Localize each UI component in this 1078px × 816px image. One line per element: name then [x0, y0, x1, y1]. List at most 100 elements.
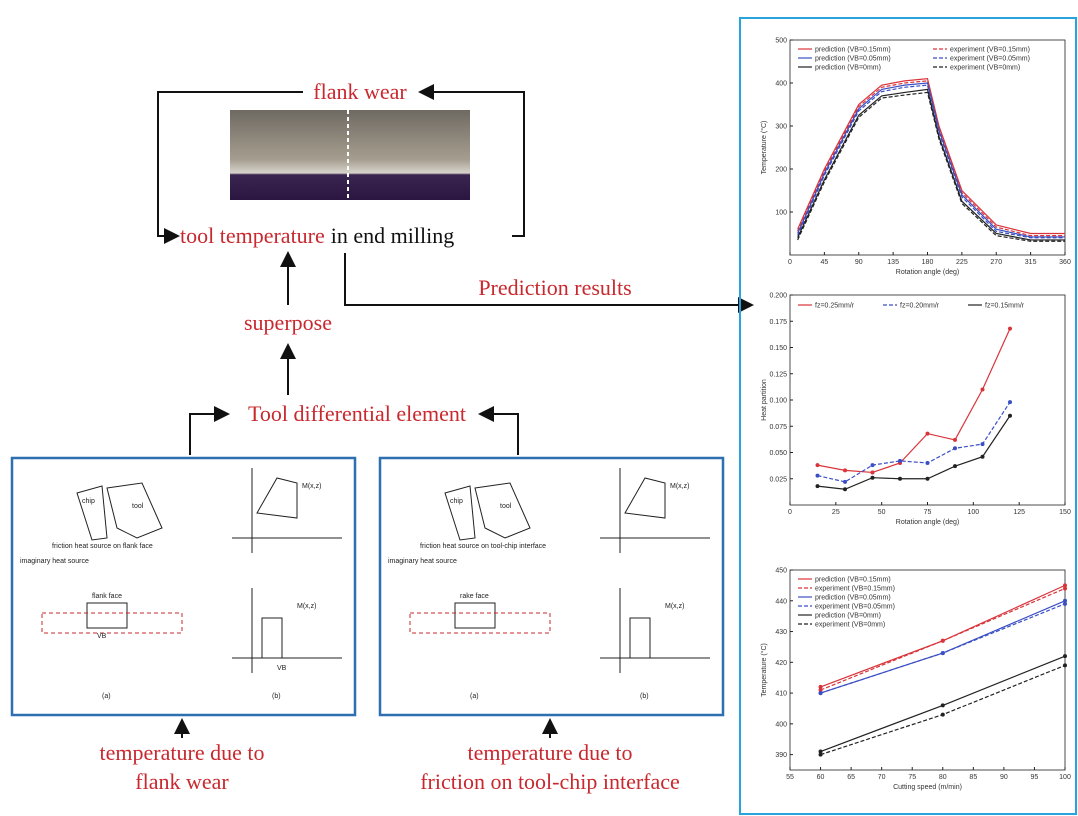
x-tick-label: 0 [788, 259, 792, 266]
panel-label: imaginary heat source [20, 558, 89, 565]
series-line [797, 91, 1065, 242]
y-tick-label: 0.125 [769, 371, 787, 378]
y-tick-label: 500 [775, 38, 787, 45]
series-line [797, 84, 1065, 239]
data-point [898, 476, 902, 481]
panel-label: friction heat source on flank face [52, 543, 153, 550]
panel-label: VB [277, 665, 287, 672]
data-point [1008, 326, 1012, 331]
x-tick-label: 55 [786, 774, 794, 781]
x-axis-label: Rotation angle (deg) [896, 269, 959, 276]
panel-label: (b) [272, 693, 281, 700]
panel-label: VB [97, 633, 107, 640]
panel-label: M(x,z) [302, 483, 321, 490]
x-axis-label: Cutting speed (m/min) [893, 784, 962, 791]
data-point [925, 431, 930, 436]
data-point [815, 463, 820, 468]
x-tick-label: 135 [887, 259, 899, 266]
x-tick-label: 95 [1031, 774, 1039, 781]
legend-entry: experiment (VB=0.15mm) [815, 586, 895, 593]
panel-label: (a) [470, 693, 479, 700]
x-tick-label: 90 [1000, 774, 1008, 781]
data-point [818, 752, 823, 757]
data-point [1063, 583, 1067, 588]
data-point [953, 437, 957, 442]
chip-shape [444, 485, 476, 541]
data-point [843, 487, 847, 492]
data-point [940, 638, 945, 643]
x-axis-label: Rotation angle (deg) [896, 519, 959, 526]
tool-shape [624, 477, 666, 519]
data-point [1063, 654, 1067, 659]
series-line [820, 587, 1066, 691]
tool-temperature: tool temperature in end milling [180, 223, 454, 248]
arrow-left-panel [189, 406, 230, 455]
face-block [454, 602, 496, 629]
x-tick-label: 50 [878, 509, 886, 516]
plot-frame [789, 294, 1066, 506]
legend-entry: experiment (VB=0.05mm) [815, 604, 895, 611]
x-tick-label: 100 [1059, 774, 1071, 781]
x-tick-label: 75 [924, 509, 932, 516]
panel-label: tool [500, 503, 512, 510]
results-frame [739, 17, 1077, 815]
data-point [940, 651, 945, 656]
panel-label: (b) [640, 693, 649, 700]
x-tick-label: 45 [820, 259, 828, 266]
element [261, 617, 283, 659]
x-tick-label: 60 [817, 774, 825, 781]
data-point [1063, 601, 1067, 606]
data-point [870, 470, 875, 475]
prediction-results: Prediction results [478, 275, 631, 300]
panel-label: (a) [102, 693, 111, 700]
tool-shape [106, 482, 163, 539]
panel-label: M(x,z) [665, 603, 684, 610]
y-tick-label: 100 [775, 210, 787, 217]
legend-entry: prediction (VB=0.15mm) [815, 47, 891, 54]
series-line [817, 328, 1011, 474]
legend-entry: prediction (VB=0.05mm) [815, 56, 891, 63]
panel-label: imaginary heat source [388, 558, 457, 565]
data-point [1008, 400, 1012, 405]
panel-label: chip [82, 498, 95, 505]
data-point [953, 464, 957, 469]
panel-caption: flank wear [135, 769, 229, 794]
x-tick-label: 80 [939, 774, 947, 781]
y-tick-label: 420 [775, 660, 787, 667]
x-tick-label: 315 [1025, 259, 1037, 266]
chip-shape [76, 485, 108, 541]
data-point [818, 691, 823, 696]
y-tick-label: 0.050 [769, 450, 787, 457]
y-tick-label: 200 [775, 167, 787, 174]
heat-zone [409, 612, 551, 634]
panel-caption: temperature due to [100, 740, 265, 765]
data-point [1008, 413, 1012, 418]
x-tick-label: 360 [1059, 259, 1071, 266]
panel-label: rake face [460, 593, 489, 600]
x-tick-label: 0 [788, 509, 792, 516]
legend-entry: experiment (VB=0.15mm) [950, 47, 1030, 54]
x-tick-label: 90 [855, 259, 863, 266]
arrow-right-panel [478, 406, 519, 455]
y-tick-label: 0.100 [769, 398, 787, 405]
data-point [980, 442, 985, 447]
data-point [870, 463, 875, 468]
panel-label: tool [132, 503, 144, 510]
y-tick-label: 390 [775, 752, 787, 759]
y-axis-label: Temperature (°C) [760, 643, 768, 697]
data-point [843, 468, 847, 473]
y-tick-label: 400 [775, 81, 787, 88]
y-tick-label: 0.025 [769, 476, 787, 483]
series-line [817, 415, 1011, 490]
flank-wear: flank wear [313, 79, 407, 104]
panel-frame [378, 456, 725, 717]
series-line [797, 88, 1065, 241]
x-tick-label: 150 [1059, 509, 1071, 516]
y-axis-label: Heat partition [761, 379, 768, 421]
panel-label: chip [450, 498, 463, 505]
y-tick-label: 430 [775, 629, 787, 636]
tool-shape [256, 477, 298, 519]
data-point [1063, 586, 1067, 591]
x-tick-label: 125 [1013, 509, 1025, 516]
x-tick-label: 70 [878, 774, 886, 781]
